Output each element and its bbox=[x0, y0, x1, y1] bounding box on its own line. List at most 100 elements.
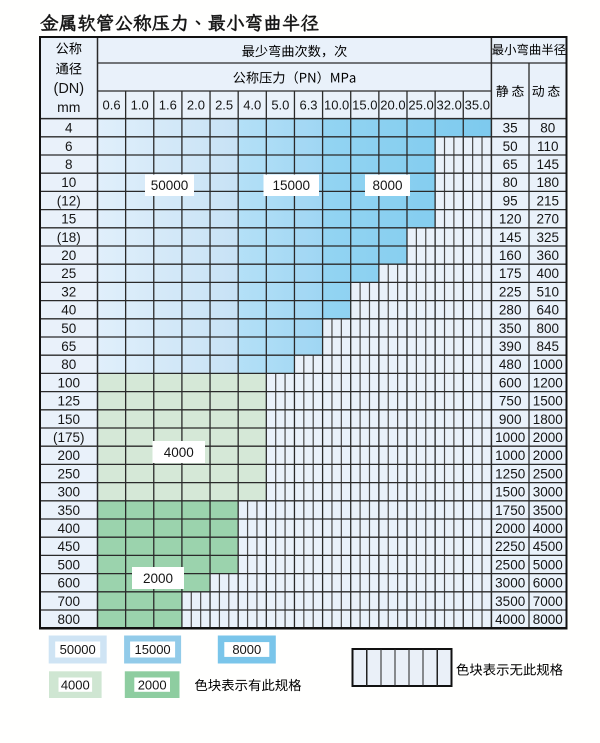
svg-text:3500: 3500 bbox=[495, 594, 525, 609]
svg-text:1.6: 1.6 bbox=[159, 98, 177, 113]
svg-text:125: 125 bbox=[58, 394, 81, 409]
svg-text:800: 800 bbox=[58, 612, 81, 627]
svg-text:145: 145 bbox=[499, 230, 522, 245]
svg-text:1800: 1800 bbox=[533, 412, 563, 427]
svg-text:350: 350 bbox=[499, 321, 522, 336]
svg-text:65: 65 bbox=[61, 339, 76, 354]
svg-text:15: 15 bbox=[61, 212, 76, 227]
svg-text:95: 95 bbox=[503, 193, 518, 208]
svg-text:35: 35 bbox=[503, 121, 518, 136]
svg-text:1250: 1250 bbox=[495, 466, 525, 481]
svg-text:2500: 2500 bbox=[495, 557, 525, 572]
svg-text:800: 800 bbox=[536, 321, 559, 336]
svg-text:0.6: 0.6 bbox=[103, 98, 121, 113]
svg-text:150: 150 bbox=[58, 412, 81, 427]
svg-text:200: 200 bbox=[58, 448, 81, 463]
svg-text:1.0: 1.0 bbox=[131, 98, 149, 113]
svg-text:1000: 1000 bbox=[533, 357, 563, 372]
svg-text:50000: 50000 bbox=[151, 178, 189, 193]
svg-text:215: 215 bbox=[536, 193, 559, 208]
svg-text:280: 280 bbox=[499, 303, 522, 318]
svg-text:6: 6 bbox=[65, 139, 73, 154]
svg-text:1500: 1500 bbox=[495, 485, 525, 500]
svg-text:6000: 6000 bbox=[533, 576, 563, 591]
svg-text:40: 40 bbox=[61, 303, 76, 318]
svg-text:1000: 1000 bbox=[495, 448, 525, 463]
svg-text:50: 50 bbox=[61, 321, 76, 336]
svg-text:2000: 2000 bbox=[533, 430, 563, 445]
svg-text:3500: 3500 bbox=[533, 503, 563, 518]
svg-text:7000: 7000 bbox=[533, 594, 563, 609]
svg-text:5000: 5000 bbox=[533, 557, 563, 572]
svg-text:4000: 4000 bbox=[533, 521, 563, 536]
svg-text:845: 845 bbox=[536, 339, 559, 354]
svg-text:4000: 4000 bbox=[61, 677, 90, 692]
svg-text:180: 180 bbox=[536, 175, 559, 190]
svg-text:400: 400 bbox=[58, 521, 81, 536]
svg-text:325: 325 bbox=[536, 230, 559, 245]
svg-text:1500: 1500 bbox=[533, 394, 563, 409]
svg-text:25.0: 25.0 bbox=[408, 98, 433, 113]
svg-text:15000: 15000 bbox=[135, 642, 171, 657]
svg-text:mm: mm bbox=[57, 99, 80, 115]
svg-text:4.0: 4.0 bbox=[243, 98, 261, 113]
svg-text:2000: 2000 bbox=[533, 448, 563, 463]
svg-text:80: 80 bbox=[503, 175, 518, 190]
svg-text:175: 175 bbox=[499, 266, 522, 281]
svg-text:3000: 3000 bbox=[495, 576, 525, 591]
svg-text:600: 600 bbox=[499, 375, 522, 390]
svg-text:3000: 3000 bbox=[533, 485, 563, 500]
svg-text:110: 110 bbox=[537, 139, 559, 154]
svg-text:750: 750 bbox=[499, 394, 522, 409]
svg-text:35.0: 35.0 bbox=[465, 98, 490, 113]
svg-text:25: 25 bbox=[61, 266, 76, 281]
svg-text:10.0: 10.0 bbox=[324, 98, 349, 113]
svg-text:20.0: 20.0 bbox=[380, 98, 405, 113]
svg-text:700: 700 bbox=[58, 594, 81, 609]
svg-text:(12): (12) bbox=[57, 193, 81, 208]
svg-text:390: 390 bbox=[499, 339, 522, 354]
svg-text:2000: 2000 bbox=[138, 677, 167, 692]
svg-text:8000: 8000 bbox=[533, 612, 563, 627]
svg-text:2500: 2500 bbox=[533, 466, 563, 481]
svg-text:900: 900 bbox=[499, 412, 522, 427]
svg-text:80: 80 bbox=[61, 357, 76, 372]
svg-text:4000: 4000 bbox=[164, 445, 194, 460]
svg-text:120: 120 bbox=[499, 212, 522, 227]
svg-text:6.3: 6.3 bbox=[299, 98, 317, 113]
svg-text:450: 450 bbox=[58, 539, 81, 554]
svg-text:8: 8 bbox=[65, 157, 73, 172]
svg-text:1200: 1200 bbox=[533, 375, 563, 390]
svg-text:640: 640 bbox=[536, 303, 559, 318]
svg-text:2.5: 2.5 bbox=[215, 98, 233, 113]
svg-text:4000: 4000 bbox=[495, 612, 525, 627]
svg-text:225: 225 bbox=[499, 284, 522, 299]
svg-text:160: 160 bbox=[499, 248, 522, 263]
svg-text:(175): (175) bbox=[53, 430, 85, 445]
svg-text:1750: 1750 bbox=[495, 503, 525, 518]
svg-text:510: 510 bbox=[536, 284, 559, 299]
svg-text:(DN): (DN) bbox=[53, 81, 84, 97]
svg-text:32: 32 bbox=[61, 284, 76, 299]
svg-text:4500: 4500 bbox=[533, 539, 563, 554]
svg-text:2000: 2000 bbox=[495, 521, 525, 536]
svg-text:5.0: 5.0 bbox=[271, 98, 289, 113]
svg-text:65: 65 bbox=[503, 157, 518, 172]
svg-text:50000: 50000 bbox=[60, 642, 96, 657]
svg-text:8000: 8000 bbox=[232, 642, 261, 657]
svg-text:270: 270 bbox=[536, 212, 559, 227]
svg-text:8000: 8000 bbox=[372, 178, 402, 193]
svg-text:32.0: 32.0 bbox=[437, 98, 462, 113]
svg-text:145: 145 bbox=[536, 157, 559, 172]
svg-text:20: 20 bbox=[61, 248, 76, 263]
svg-text:350: 350 bbox=[58, 503, 81, 518]
svg-text:360: 360 bbox=[536, 248, 559, 263]
svg-text:10: 10 bbox=[61, 175, 76, 190]
svg-text:1000: 1000 bbox=[495, 430, 525, 445]
svg-text:480: 480 bbox=[499, 357, 522, 372]
svg-text:100: 100 bbox=[58, 375, 81, 390]
svg-text:50: 50 bbox=[503, 139, 518, 154]
svg-text:80: 80 bbox=[540, 121, 555, 136]
svg-text:400: 400 bbox=[536, 266, 559, 281]
svg-text:300: 300 bbox=[58, 485, 81, 500]
